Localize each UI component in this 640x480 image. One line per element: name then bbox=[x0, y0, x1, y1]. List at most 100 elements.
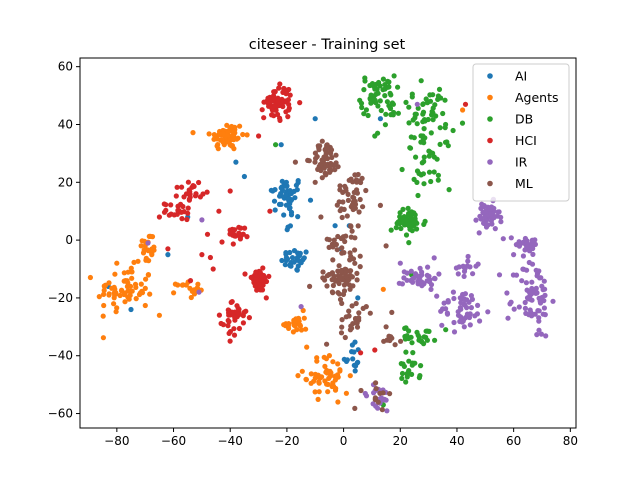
data-point bbox=[406, 328, 412, 334]
data-point bbox=[127, 283, 134, 289]
data-point bbox=[267, 99, 274, 105]
data-point bbox=[236, 311, 243, 317]
data-point bbox=[377, 83, 383, 89]
data-point bbox=[129, 288, 135, 294]
data-point bbox=[356, 310, 362, 316]
data-point bbox=[257, 269, 263, 276]
data-point bbox=[488, 211, 494, 217]
data-point bbox=[211, 132, 217, 138]
data-point bbox=[184, 216, 190, 223]
legend-label: IR bbox=[515, 155, 528, 170]
data-point bbox=[322, 363, 328, 369]
data-point bbox=[112, 292, 118, 298]
data-point bbox=[412, 111, 418, 117]
data-point bbox=[287, 92, 293, 98]
data-point bbox=[142, 302, 148, 309]
x-tick-label: 80 bbox=[563, 434, 578, 448]
data-point bbox=[445, 298, 451, 304]
data-point bbox=[362, 390, 368, 397]
data-point bbox=[327, 164, 333, 170]
data-point bbox=[496, 272, 503, 278]
data-point bbox=[342, 334, 348, 341]
data-point bbox=[287, 263, 293, 269]
data-point bbox=[231, 332, 238, 338]
data-point bbox=[138, 243, 144, 249]
data-point bbox=[301, 255, 307, 261]
data-point bbox=[179, 282, 185, 288]
data-point bbox=[372, 347, 378, 353]
data-point bbox=[513, 272, 520, 278]
data-point bbox=[299, 368, 305, 374]
data-point bbox=[534, 332, 540, 338]
chart-title: citeseer - Training set bbox=[249, 37, 406, 53]
legend-marker bbox=[487, 73, 493, 79]
data-point bbox=[339, 300, 345, 306]
data-point bbox=[435, 177, 441, 183]
data-point bbox=[404, 270, 410, 276]
data-point bbox=[282, 262, 288, 268]
data-point bbox=[358, 179, 364, 186]
data-point bbox=[226, 330, 232, 336]
data-point bbox=[402, 325, 408, 331]
data-point bbox=[293, 182, 299, 188]
data-point bbox=[426, 169, 433, 175]
data-point bbox=[319, 175, 325, 181]
data-point bbox=[353, 300, 359, 307]
data-point bbox=[431, 255, 437, 261]
x-tick-label: −80 bbox=[104, 434, 129, 448]
data-point bbox=[260, 265, 266, 271]
data-point bbox=[312, 116, 318, 122]
data-point bbox=[100, 313, 106, 319]
data-point bbox=[421, 154, 427, 160]
data-point bbox=[342, 238, 348, 245]
data-point bbox=[408, 334, 414, 340]
data-point bbox=[281, 322, 287, 328]
data-point bbox=[338, 206, 344, 212]
data-point bbox=[387, 90, 393, 96]
data-point bbox=[289, 255, 296, 261]
data-point bbox=[420, 109, 427, 115]
data-point bbox=[337, 276, 343, 282]
data-point bbox=[185, 205, 191, 211]
data-point bbox=[267, 208, 273, 214]
data-point bbox=[419, 160, 425, 166]
data-point bbox=[369, 81, 376, 87]
data-point bbox=[254, 287, 260, 293]
data-point bbox=[354, 270, 360, 276]
data-point bbox=[428, 282, 435, 288]
data-point bbox=[285, 224, 291, 230]
data-point bbox=[338, 268, 344, 275]
data-point bbox=[225, 323, 231, 329]
data-point bbox=[542, 312, 548, 318]
data-point bbox=[432, 102, 438, 108]
data-point bbox=[411, 135, 417, 141]
data-point bbox=[132, 281, 139, 287]
data-point bbox=[536, 295, 542, 301]
data-point bbox=[451, 319, 457, 326]
data-point bbox=[263, 295, 269, 301]
data-point bbox=[387, 391, 393, 397]
data-point bbox=[414, 226, 420, 232]
data-point bbox=[409, 362, 415, 368]
data-point bbox=[230, 241, 236, 247]
data-point bbox=[210, 266, 216, 272]
data-point bbox=[395, 110, 401, 116]
data-point bbox=[498, 214, 504, 220]
data-point bbox=[485, 309, 491, 315]
data-point bbox=[315, 372, 321, 378]
data-point bbox=[352, 405, 358, 411]
data-point bbox=[420, 133, 426, 139]
data-point bbox=[443, 327, 449, 333]
data-point bbox=[407, 223, 413, 229]
data-point bbox=[419, 269, 425, 275]
data-point bbox=[290, 329, 296, 335]
data-point bbox=[316, 145, 322, 151]
data-point bbox=[329, 154, 335, 161]
data-point bbox=[382, 93, 388, 99]
data-point bbox=[479, 201, 485, 207]
data-point bbox=[437, 125, 443, 131]
data-point bbox=[297, 322, 303, 328]
data-point bbox=[305, 157, 311, 163]
data-point bbox=[171, 290, 177, 296]
